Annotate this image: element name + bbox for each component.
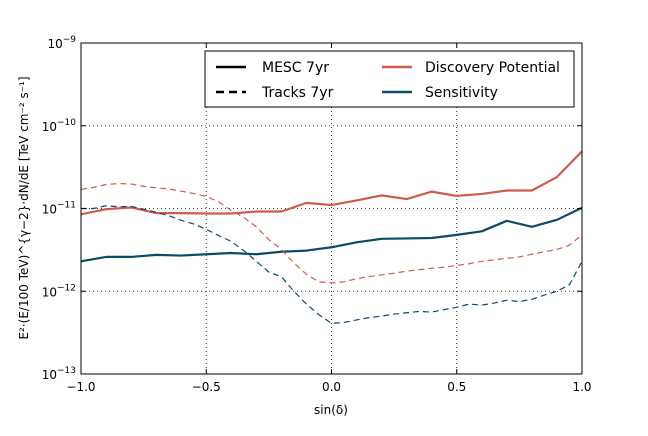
x-tick-label: 1.0	[572, 380, 591, 394]
y-axis-label: E²·(E/100 TeV)^{γ−2}·dN/dE [TeV cm⁻² s⁻¹…	[17, 76, 31, 339]
y-tick-label: 10−13	[42, 366, 76, 382]
series-tracks-sensitivity	[81, 205, 583, 324]
legend-label-discovery: Discovery Potential	[425, 60, 560, 76]
y-tick-label: 10−9	[47, 35, 76, 51]
series-mesc-sensitivity	[80, 206, 583, 263]
x-tick-labels: −1.0 −0.5 0.0 0.5 1.0	[66, 380, 591, 394]
legend-label-sensitivity: Sensitivity	[425, 85, 498, 101]
x-tick-label: 0.5	[447, 380, 466, 394]
x-axis-label: sin(δ)	[314, 403, 348, 417]
y-tick-label: 10−12	[42, 283, 76, 299]
y-tick-label: 10−10	[42, 118, 77, 134]
legend: MESC 7yr Tracks 7yr Discovery Potential …	[204, 50, 575, 108]
legend-label-tracks: Tracks 7yr	[261, 85, 334, 101]
y-tick-labels: 10−13 10−12 10−11 10−10 10−9	[42, 35, 77, 382]
legend-box	[204, 50, 575, 108]
y-tick-label: 10−11	[42, 201, 76, 217]
series-layer	[80, 150, 583, 324]
legend-label-mesc: MESC 7yr	[262, 60, 329, 76]
ticks	[80, 42, 583, 375]
x-tick-label: 0.0	[322, 380, 341, 394]
series-tracks-discovery-potential	[80, 182, 583, 284]
x-tick-label: −0.5	[192, 380, 221, 394]
series-mesc-discovery-potential	[80, 150, 583, 216]
x-tick-label: −1.0	[66, 380, 95, 394]
